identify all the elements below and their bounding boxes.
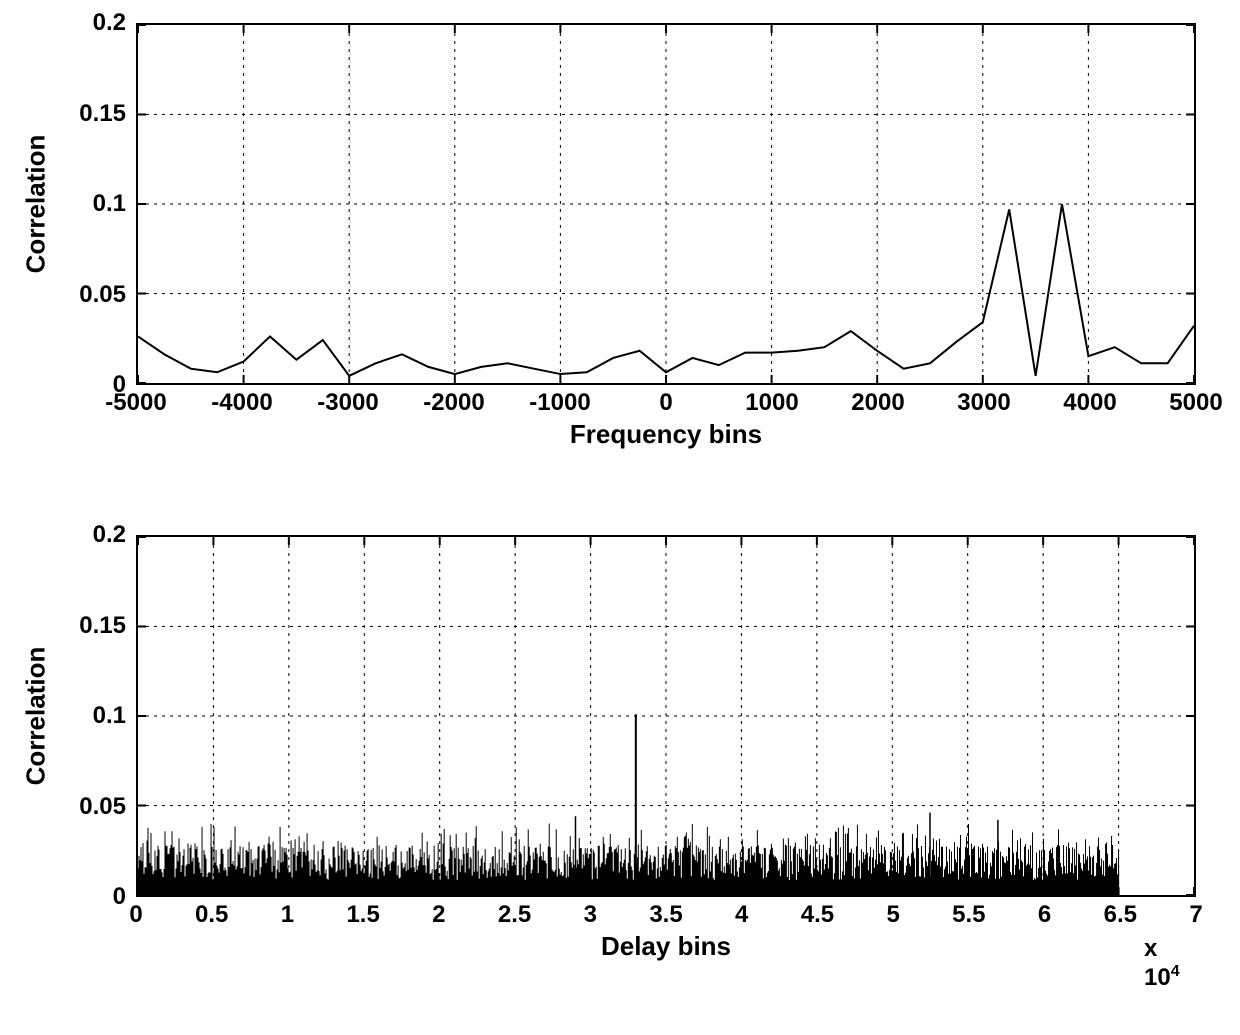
- xtick-label: 3000: [957, 389, 1010, 417]
- ytick-label: 0.2: [93, 9, 126, 37]
- xtick-label: 4: [735, 901, 748, 929]
- xtick-label: 2000: [851, 389, 904, 417]
- xtick-label: -3000: [317, 389, 378, 417]
- xtick-label: 0.5: [195, 901, 228, 929]
- figure: Correlation Frequency bins Correlation D…: [0, 0, 1240, 1035]
- xtick-label: 1.5: [346, 901, 379, 929]
- xtick-label: 6: [1038, 901, 1051, 929]
- ytick-label: 0.1: [93, 702, 126, 730]
- ytick-label: 0.05: [79, 793, 126, 821]
- ytick-label: 0: [113, 371, 126, 399]
- xtick-label: 2.5: [498, 901, 531, 929]
- xtick-label: -4000: [211, 389, 272, 417]
- bottom-plot-area: [136, 535, 1196, 897]
- bottom-xlabel: Delay bins: [601, 931, 731, 962]
- ytick-label: 0: [113, 883, 126, 911]
- ytick-label: 0.15: [79, 612, 126, 640]
- xtick-label: 3.5: [649, 901, 682, 929]
- xtick-label: 5.5: [952, 901, 985, 929]
- ytick-label: 0.1: [93, 190, 126, 218]
- ytick-label: 0.15: [79, 100, 126, 128]
- xtick-label: 0: [659, 389, 672, 417]
- top-plot-area: [136, 23, 1196, 385]
- top-ylabel: Correlation: [21, 135, 52, 274]
- xtick-label: 7: [1189, 901, 1202, 929]
- bottom-ylabel: Correlation: [21, 647, 52, 786]
- xtick-label: 0: [129, 901, 142, 929]
- ytick-label: 0.05: [79, 281, 126, 309]
- bottom-chart-svg: [138, 537, 1194, 895]
- bottom-exponent-label: x 104: [1144, 935, 1192, 992]
- xtick-label: 3: [584, 901, 597, 929]
- xtick-label: 2: [432, 901, 445, 929]
- xtick-label: 1000: [745, 389, 798, 417]
- xtick-label: 5: [886, 901, 899, 929]
- ytick-label: 0.2: [93, 521, 126, 549]
- top-chart-svg: [138, 25, 1194, 383]
- xtick-label: 6.5: [1104, 901, 1137, 929]
- xtick-label: -2000: [423, 389, 484, 417]
- xtick-label: -1000: [529, 389, 590, 417]
- top-xlabel: Frequency bins: [570, 419, 762, 450]
- xtick-label: 5000: [1169, 389, 1222, 417]
- xtick-label: 1: [281, 901, 294, 929]
- xtick-label: 4000: [1063, 389, 1116, 417]
- xtick-label: 4.5: [801, 901, 834, 929]
